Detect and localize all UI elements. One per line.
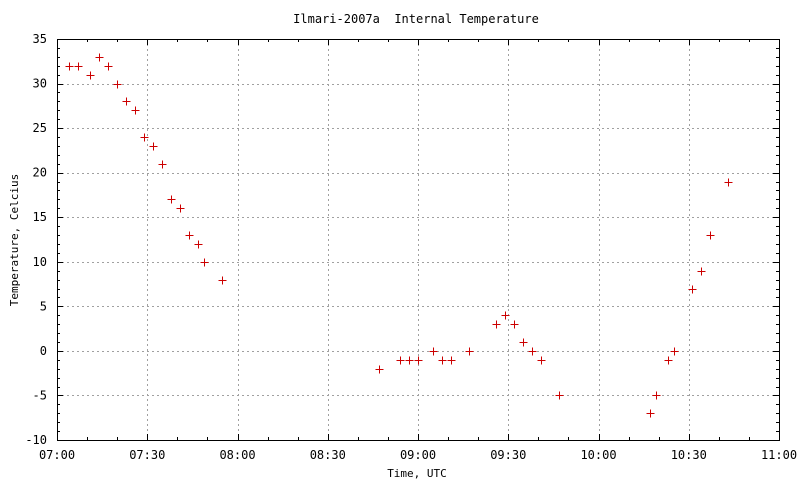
- data-point: [652, 391, 661, 400]
- data-point: [405, 356, 414, 365]
- data-point: [528, 347, 537, 356]
- tick-labels: -10 -5 0 5 10 15 20 25 30 35 07:00 07:30 08:00 08:30 0…: [25, 32, 797, 462]
- data-point: [429, 347, 438, 356]
- x-tick-label: 08:00: [219, 448, 255, 462]
- data-point: [65, 62, 74, 71]
- data-point: [375, 365, 384, 374]
- data-point: [537, 356, 546, 365]
- y-tick-label: 10: [33, 255, 47, 269]
- data-point: [688, 285, 697, 294]
- data-point: [176, 204, 185, 213]
- y-axis-label: Temperature, Celcius: [8, 174, 21, 306]
- x-tick-label: 09:30: [490, 448, 526, 462]
- data-point: [510, 320, 519, 329]
- data-point: [724, 178, 733, 187]
- x-tick-label: 10:30: [671, 448, 707, 462]
- data-point: [218, 276, 227, 285]
- data-point: [670, 347, 679, 356]
- data-point: [555, 391, 564, 400]
- x-tick-label: 07:30: [129, 448, 165, 462]
- data-point: [167, 195, 176, 204]
- x-tick-label: 08:30: [310, 448, 346, 462]
- chart-title: Ilmari-2007a Internal Temperature: [293, 12, 539, 26]
- data-point: [501, 311, 510, 320]
- data-point: [131, 106, 140, 115]
- x-tick-label: 10:00: [580, 448, 616, 462]
- data-point: [396, 356, 405, 365]
- data-point: [122, 97, 131, 106]
- y-tick-label: 0: [40, 344, 47, 358]
- y-tick-label: 35: [33, 32, 47, 46]
- data-point: [706, 231, 715, 240]
- data-point: [149, 142, 158, 151]
- x-tick-label: 11:00: [761, 448, 797, 462]
- axes: [57, 39, 780, 441]
- data-point: [113, 80, 122, 89]
- data-point: [158, 160, 167, 169]
- data-point: [200, 258, 209, 267]
- data-point: [447, 356, 456, 365]
- data-point: [74, 62, 83, 71]
- y-tick-label: -10: [25, 433, 47, 447]
- data-point: [95, 53, 104, 62]
- grid-lines: [57, 39, 779, 440]
- data-point: [438, 356, 447, 365]
- y-tick-label: 25: [33, 121, 47, 135]
- data-point: [414, 356, 423, 365]
- data-point: [697, 267, 706, 276]
- x-tick-label: 09:00: [400, 448, 436, 462]
- data-point: [646, 409, 655, 418]
- data-point: [492, 320, 501, 329]
- data-point: [86, 71, 95, 80]
- data-point: [519, 338, 528, 347]
- y-tick-label: 5: [40, 299, 47, 313]
- y-tick-label: -5: [33, 388, 47, 402]
- data-point: [104, 62, 113, 71]
- data-points: [65, 53, 733, 418]
- y-tick-label: 15: [33, 210, 47, 224]
- y-tick-label: 30: [33, 77, 47, 91]
- data-point: [664, 356, 673, 365]
- data-point: [140, 133, 149, 142]
- data-point: [185, 231, 194, 240]
- y-tick-label: 20: [33, 166, 47, 180]
- x-tick-label: 07:00: [39, 448, 75, 462]
- data-point: [465, 347, 474, 356]
- x-axis-label: Time, UTC: [387, 467, 447, 480]
- data-point: [194, 240, 203, 249]
